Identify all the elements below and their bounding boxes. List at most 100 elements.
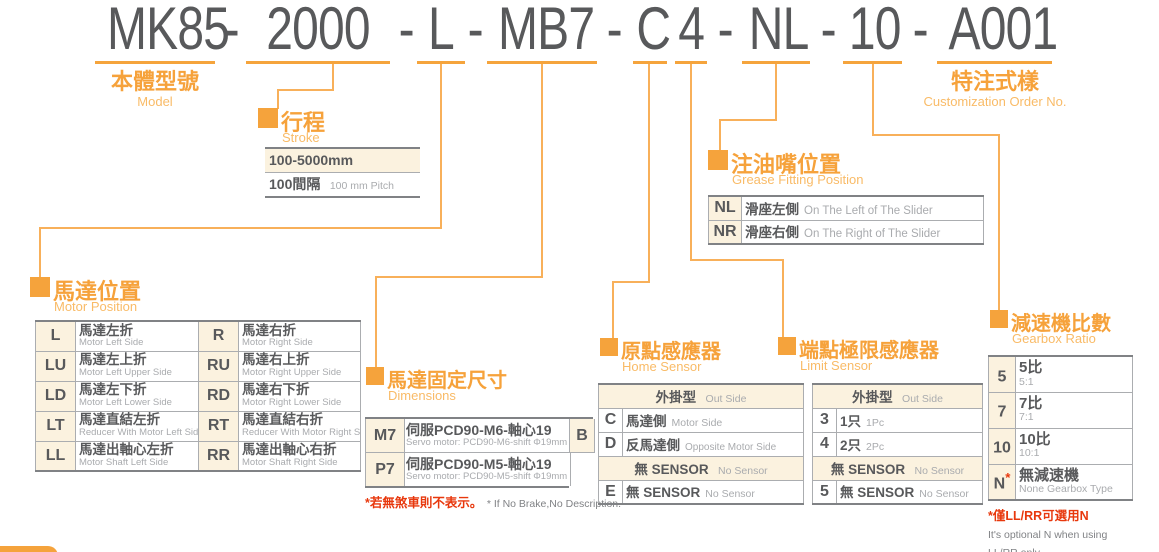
motor-position-bullet-icon [30,277,50,297]
stroke-pitch-zh: 100間隔 [269,176,321,192]
connector-line [648,64,650,283]
code-text: 10 [993,439,1011,457]
section-model-label: 本體型號 Model [75,69,235,110]
desc-en: Reducer With Motor Left Side [79,427,199,439]
gearbox-code: 5 [988,355,1016,393]
motor-code: RR [198,440,239,472]
group-zh: 外掛型 [852,389,893,405]
gearbox-code: 7 [988,391,1016,429]
title-underline [742,61,810,64]
section-custom-label: 特注式樣 Customization Order No. [895,70,1095,110]
connector-line [998,134,1000,311]
stroke-table: 100-5000mm 100間隔 100 mm Pitch [265,147,420,198]
grease-code: NR [708,219,742,245]
motor-code: L [35,320,76,352]
group-en: Out Side [705,392,747,405]
code-text: N [993,475,1006,493]
desc-en: No Sensor [919,488,969,501]
title-dash: - [912,0,929,62]
motor-code: LD [35,380,76,412]
model-label-zh: 本體型號 [110,69,199,94]
desc-zh: 反馬達側 [626,437,680,453]
grease-table: NL 滑座左側 On The Left of The Slider NR 滑座右側… [708,195,984,245]
desc-zh: 無 SENSOR [840,485,915,501]
table-row: E 無 SENSOR No Sensor [598,479,804,505]
table-row: NR 滑座右側 On The Right of The Slider [708,219,984,245]
motor-desc: 馬達左上折 Motor Left Upper Side [75,350,199,382]
table-row: 5 5比 5:1 [988,355,1133,393]
desc-zh: 馬達出軸心左折 [79,442,174,458]
desc-en: 5:1 [1019,375,1034,388]
home-sensor-label-en: Home Sensor [622,359,702,374]
connector-line [440,64,442,229]
table-row: 4 2只 2Pc [812,431,983,457]
desc-en: No Sensor [705,488,755,501]
table-row: 7 7比 7:1 [988,391,1133,429]
gearbox-footnote: *僅LL/RR可選用N It's optional N when using L… [988,505,1107,552]
connector-line [872,134,1000,136]
sensor-group-header: 無 SENSOR No Sensor [812,455,983,481]
title-underline [95,61,215,64]
desc-zh: 馬達直結右折 [242,412,323,428]
title-dash: - [398,0,415,62]
connector-line [541,64,543,278]
sensor-code: 3 [812,407,837,433]
sensor-code: 5 [812,479,837,505]
desc-zh: 馬達左折 [79,322,133,338]
desc-zh: 馬達左上折 [79,352,147,368]
gearbox-table: 5 5比 5:1 7 7比 7:1 10 10比 10:1 N* 無減速機 None G… [988,355,1133,501]
table-row: LU 馬達左上折 Motor Left Upper Side RU 馬達右上折 Mo… [35,350,361,382]
motor-desc: 馬達出軸心左折 Motor Shaft Left Side [75,440,199,472]
grease-label-zh: 注油嘴位置 [731,152,842,177]
connector-line [719,119,721,151]
motor-code: RU [198,350,239,382]
desc-en: Servo motor: PCD90-M5-shift Φ19mm [406,470,568,482]
desc-zh: 馬達側 [626,413,667,429]
code-star: * [1005,470,1011,486]
title-dash: - [223,0,240,62]
title-segment-stroke: 2000 [266,0,370,62]
page-corner-tab [0,546,58,552]
desc-en: Motor Right Side [242,337,313,349]
connector-line [690,259,784,261]
connector-line [612,281,614,338]
dims-desc: 伺服PCD90-M5-軸心19 Servo motor: PCD90-M5-sh… [406,453,568,486]
table-row: 3 1只 1Pc [812,407,983,433]
connector-line [872,64,874,136]
table-border [365,486,569,488]
desc-en: 2Pc [866,440,885,453]
gearbox-label-zh: 減速機比數 [1011,313,1111,335]
connector-line [775,64,777,121]
desc-en: Motor Left Side [79,337,144,349]
model-label-en: Model [137,94,173,109]
dimensions-label-en: Dimensions [388,388,456,403]
desc-zh: 馬達直結左折 [79,412,160,428]
sensor-group-header: 外掛型 Out Side [812,383,983,409]
code-text: 7 [997,403,1007,421]
title-segment-grease: NL [748,0,810,62]
title-segment-home-sensor: C [636,0,671,62]
limit-sensor-label-en: Limit Sensor [800,358,873,373]
sensor-desc: 無 SENSOR No Sensor [836,479,983,505]
desc-zh: 滑座左側 [745,201,799,217]
grease-desc: 滑座右側 On The Right of The Slider [741,219,984,245]
desc-en: 1Pc [866,416,885,429]
table-row: C 馬達側 Motor Side [598,407,804,433]
connector-line [39,227,442,229]
table-row: LL 馬達出軸心左折 Motor Shaft Left Side RR 馬達出軸心… [35,440,361,472]
home-sensor-table: 外掛型 Out Side C 馬達側 Motor Side D 反馬達側 Oppos… [598,383,804,505]
gearbox-desc: 無減速機 None Gearbox Type [1015,463,1133,501]
dims-brake-cell: B [569,419,595,453]
sensor-desc: 反馬達側 Opposite Motor Side [622,431,804,457]
desc-zh: 馬達右上折 [242,352,310,368]
title-segment-motor-position: L [428,0,455,62]
motor-desc: 馬達右上折 Motor Right Upper Side [238,350,361,382]
connector-line [719,119,777,121]
desc-en: Motor Left Upper Side [79,367,172,379]
motor-position-table: L 馬達左折 Motor Left Side R 馬達右折 Motor Right … [35,320,361,472]
gearbox-code: N* [988,463,1016,501]
dimensions-bullet-icon [366,367,384,385]
grease-label-en: Grease Fitting Position [732,172,864,187]
desc-en: 10:1 [1019,447,1040,460]
